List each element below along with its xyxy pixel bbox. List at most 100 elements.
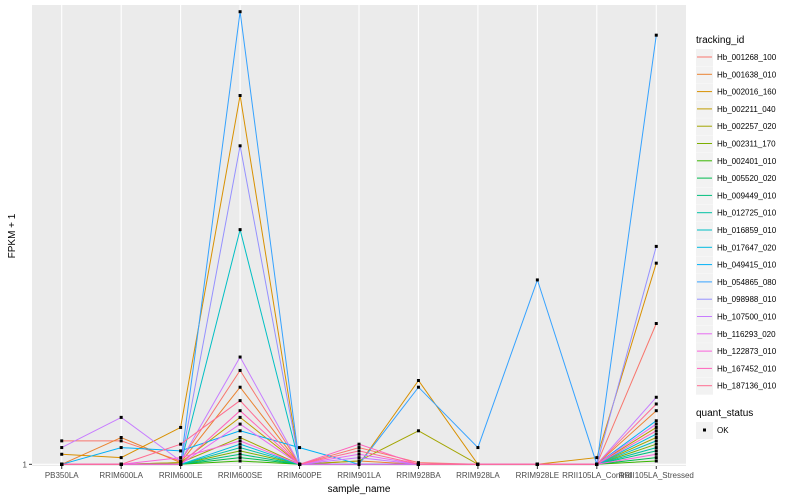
data-point [416, 379, 420, 383]
legend-label: Hb_167452_010 [717, 364, 777, 373]
legend-label: Hb_016859_010 [717, 226, 777, 235]
data-point [654, 402, 658, 406]
data-point [476, 462, 480, 466]
legend-label: Hb_002257_020 [717, 122, 777, 131]
data-point [654, 429, 658, 433]
data-point [357, 456, 361, 460]
data-point [238, 449, 242, 453]
legend2-title: quant_status [696, 408, 753, 419]
legend-label: Hb_002211_040 [717, 105, 776, 114]
data-point [238, 228, 242, 232]
data-point [535, 278, 539, 282]
data-point [238, 452, 242, 456]
data-point [179, 425, 183, 429]
x-axis-title: sample_name [328, 484, 391, 495]
legend-label: Hb_187136_010 [717, 382, 777, 391]
legend: tracking_id Hb_001268_100 Hb_001638_010 Hb… [696, 35, 777, 439]
data-point [238, 442, 242, 446]
x-tick-label: RRIM928LA [456, 471, 500, 480]
data-point [179, 456, 183, 460]
data-point [654, 432, 658, 436]
legend-label: Hb_012725_010 [717, 209, 777, 218]
data-point [238, 429, 242, 433]
legend-label: Hb_122873_010 [717, 347, 777, 356]
legend-label: Hb_001638_010 [717, 70, 777, 79]
data-point [119, 439, 123, 443]
data-point [119, 415, 123, 419]
axis-layer: PB350LA RRIM600LA RRIM600LE RRIM600SE RRIM60… [23, 460, 694, 480]
legend-label: Hb_002311_170 [717, 140, 776, 149]
data-point [238, 368, 242, 372]
data-point [416, 461, 420, 465]
x-tick-label: RRII105LA_Control [562, 471, 632, 480]
data-point [179, 442, 183, 446]
data-point [595, 456, 599, 460]
x-tick-label: RRIM901LA [337, 471, 381, 480]
legend-label: Hb_002401_010 [717, 157, 777, 166]
data-point [654, 456, 658, 460]
x-tick-label: RRIM928LE [516, 471, 560, 480]
legend-label: Hb_002016_160 [717, 88, 777, 97]
data-point [238, 415, 242, 419]
data-point [238, 399, 242, 403]
data-point [179, 459, 183, 463]
data-point [179, 461, 183, 465]
legend-label: Hb_049415_010 [717, 261, 777, 270]
data-point [119, 436, 123, 440]
legend-label: Hb_005520_020 [717, 174, 777, 183]
data-point [238, 436, 242, 440]
data-point [179, 449, 183, 453]
data-point [357, 462, 361, 466]
data-point [238, 456, 242, 460]
data-point [654, 261, 658, 265]
x-tick-label: RRIM600SE [218, 471, 262, 480]
legend-label: Hb_107500_010 [717, 313, 777, 322]
data-point [416, 462, 420, 466]
legend-label: Hb_116293_020 [717, 330, 776, 339]
legend2-items: OK [696, 422, 729, 439]
legend-title: tracking_id [696, 35, 744, 46]
data-point [298, 446, 302, 450]
data-point [357, 449, 361, 453]
legend-label: Hb_001268_100 [717, 53, 777, 62]
data-point [416, 429, 420, 433]
data-point [654, 395, 658, 399]
data-point [60, 462, 64, 466]
data-point [654, 449, 658, 453]
data-point [595, 462, 599, 466]
y-tick-label: 1 [23, 460, 28, 469]
data-point [357, 459, 361, 463]
data-point [238, 439, 242, 443]
data-point [654, 33, 658, 37]
x-tick-label: RRIM600PE [277, 471, 321, 480]
data-point [179, 462, 183, 466]
data-point [60, 439, 64, 443]
data-point [357, 446, 361, 450]
legend2-label: OK [717, 426, 729, 435]
data-point [238, 10, 242, 14]
data-point [654, 436, 658, 440]
data-point [654, 422, 658, 426]
data-point [60, 446, 64, 450]
data-point [535, 462, 539, 466]
data-point [60, 452, 64, 456]
data-point [298, 462, 302, 466]
points-layer [60, 10, 658, 466]
grid-layer [32, 5, 686, 466]
data-point [654, 419, 658, 423]
data-point [654, 459, 658, 463]
x-tick-label: RRII105LA_Stressed [619, 471, 694, 480]
data-point [119, 446, 123, 450]
legend-label: Hb_098988_010 [717, 295, 777, 304]
legend2-marker [703, 428, 706, 432]
data-point [238, 409, 242, 413]
data-point [357, 442, 361, 446]
data-point [238, 385, 242, 389]
data-point [416, 385, 420, 389]
x-tick-label: PB350LA [45, 471, 79, 480]
data-point [238, 459, 242, 463]
data-point [654, 322, 658, 326]
legend-label: Hb_054865_080 [717, 278, 777, 287]
